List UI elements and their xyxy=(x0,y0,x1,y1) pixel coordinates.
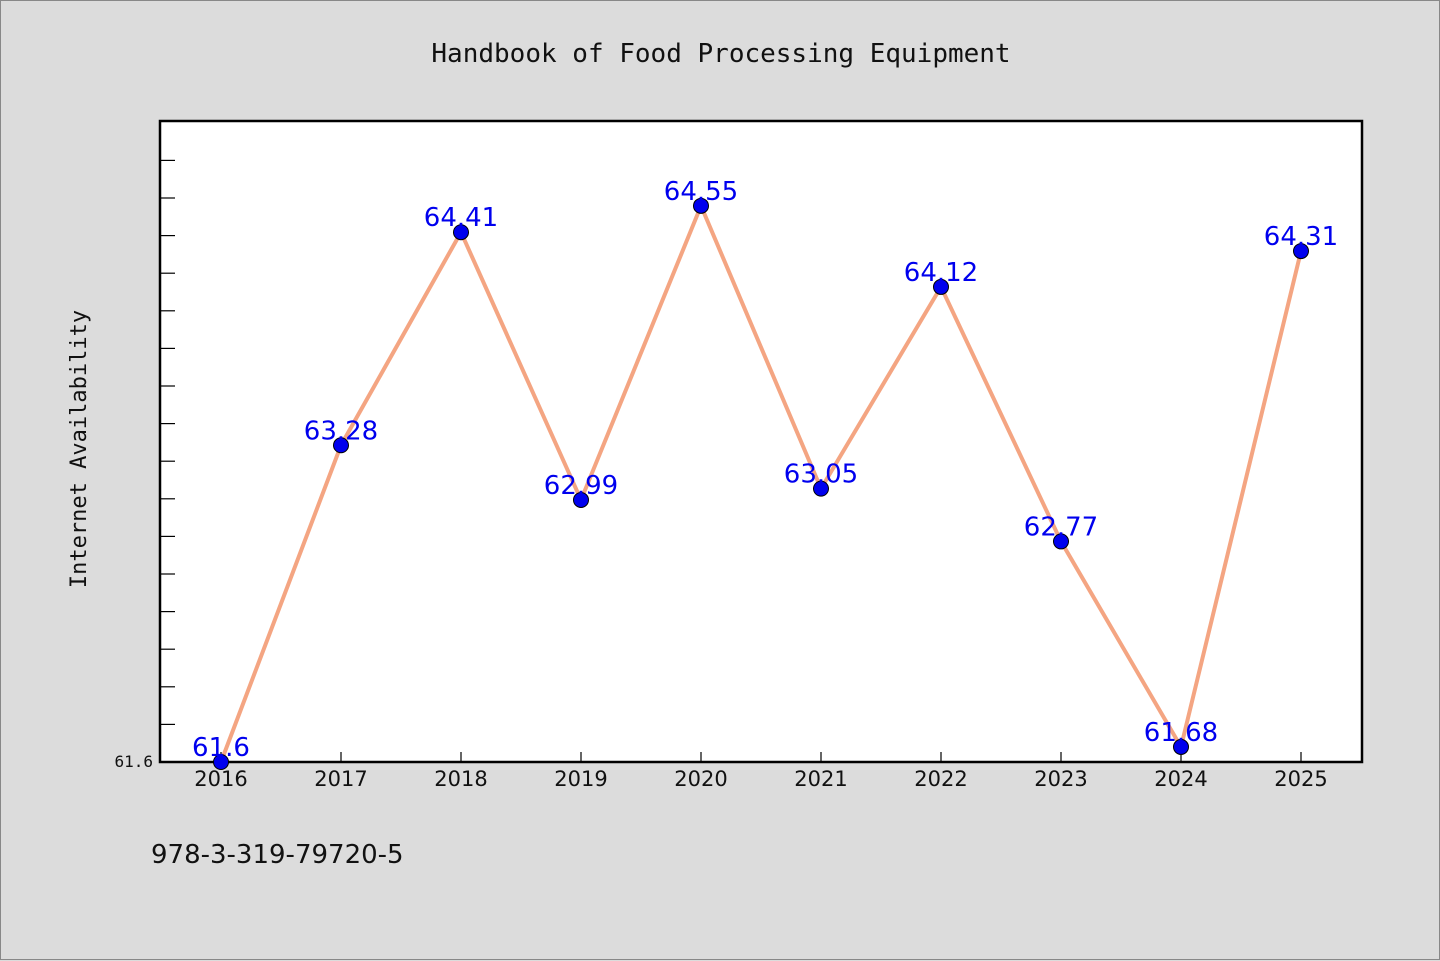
plot-area xyxy=(158,119,1364,764)
series-line xyxy=(219,200,1303,763)
data-label: 62.77 xyxy=(1024,512,1098,542)
x-tick-label: 2023 xyxy=(1034,767,1087,791)
data-label: 61.6 xyxy=(192,733,250,763)
x-tick-label: 2017 xyxy=(314,767,367,791)
x-tick-label: 2016 xyxy=(194,767,247,791)
data-label: 64.12 xyxy=(904,258,978,288)
chart-title: Handbook of Food Processing Equipment xyxy=(431,39,1010,69)
data-point xyxy=(573,491,589,508)
x-tick-label: 2025 xyxy=(1274,767,1327,791)
data-label: 63.05 xyxy=(784,460,858,490)
data-label: 62.99 xyxy=(544,471,618,501)
y-axis-label: Internet Availability xyxy=(67,310,92,588)
series-layer xyxy=(213,197,1309,770)
x-tick-label: 2020 xyxy=(674,767,727,791)
x-tick-label: 2019 xyxy=(554,767,607,791)
isbn-text: 978-3-319-79720-5 xyxy=(151,840,404,870)
data-point xyxy=(333,437,349,454)
data-point xyxy=(213,754,229,770)
data-point xyxy=(1293,243,1309,260)
data-label: 64.31 xyxy=(1264,222,1338,252)
data-point xyxy=(693,197,709,214)
data-point xyxy=(453,224,469,241)
y-axis-ticks: 61.6 xyxy=(114,159,175,771)
data-label-layer: 61.6 63.28 64.41 62.99 64.55 63.05 64.12 62.77 6… xyxy=(192,177,1338,763)
x-axis-ticks: 2016 2017 2018 2019 2020 2021 2022 2023 2024 2025 xyxy=(194,752,1328,791)
data-label: 64.55 xyxy=(664,177,738,207)
data-label: 64.41 xyxy=(424,203,498,233)
data-label: 63.28 xyxy=(304,416,378,446)
data-point xyxy=(813,480,829,497)
y-tick-label: 61.6 xyxy=(114,752,153,771)
data-point xyxy=(1173,738,1189,755)
data-point xyxy=(933,278,949,295)
x-tick-label: 2024 xyxy=(1154,767,1207,791)
data-point xyxy=(1053,533,1069,550)
x-tick-label: 2021 xyxy=(794,767,847,791)
data-label: 61.68 xyxy=(1144,718,1218,748)
x-tick-label: 2022 xyxy=(914,767,967,791)
x-tick-label: 2018 xyxy=(434,767,487,791)
